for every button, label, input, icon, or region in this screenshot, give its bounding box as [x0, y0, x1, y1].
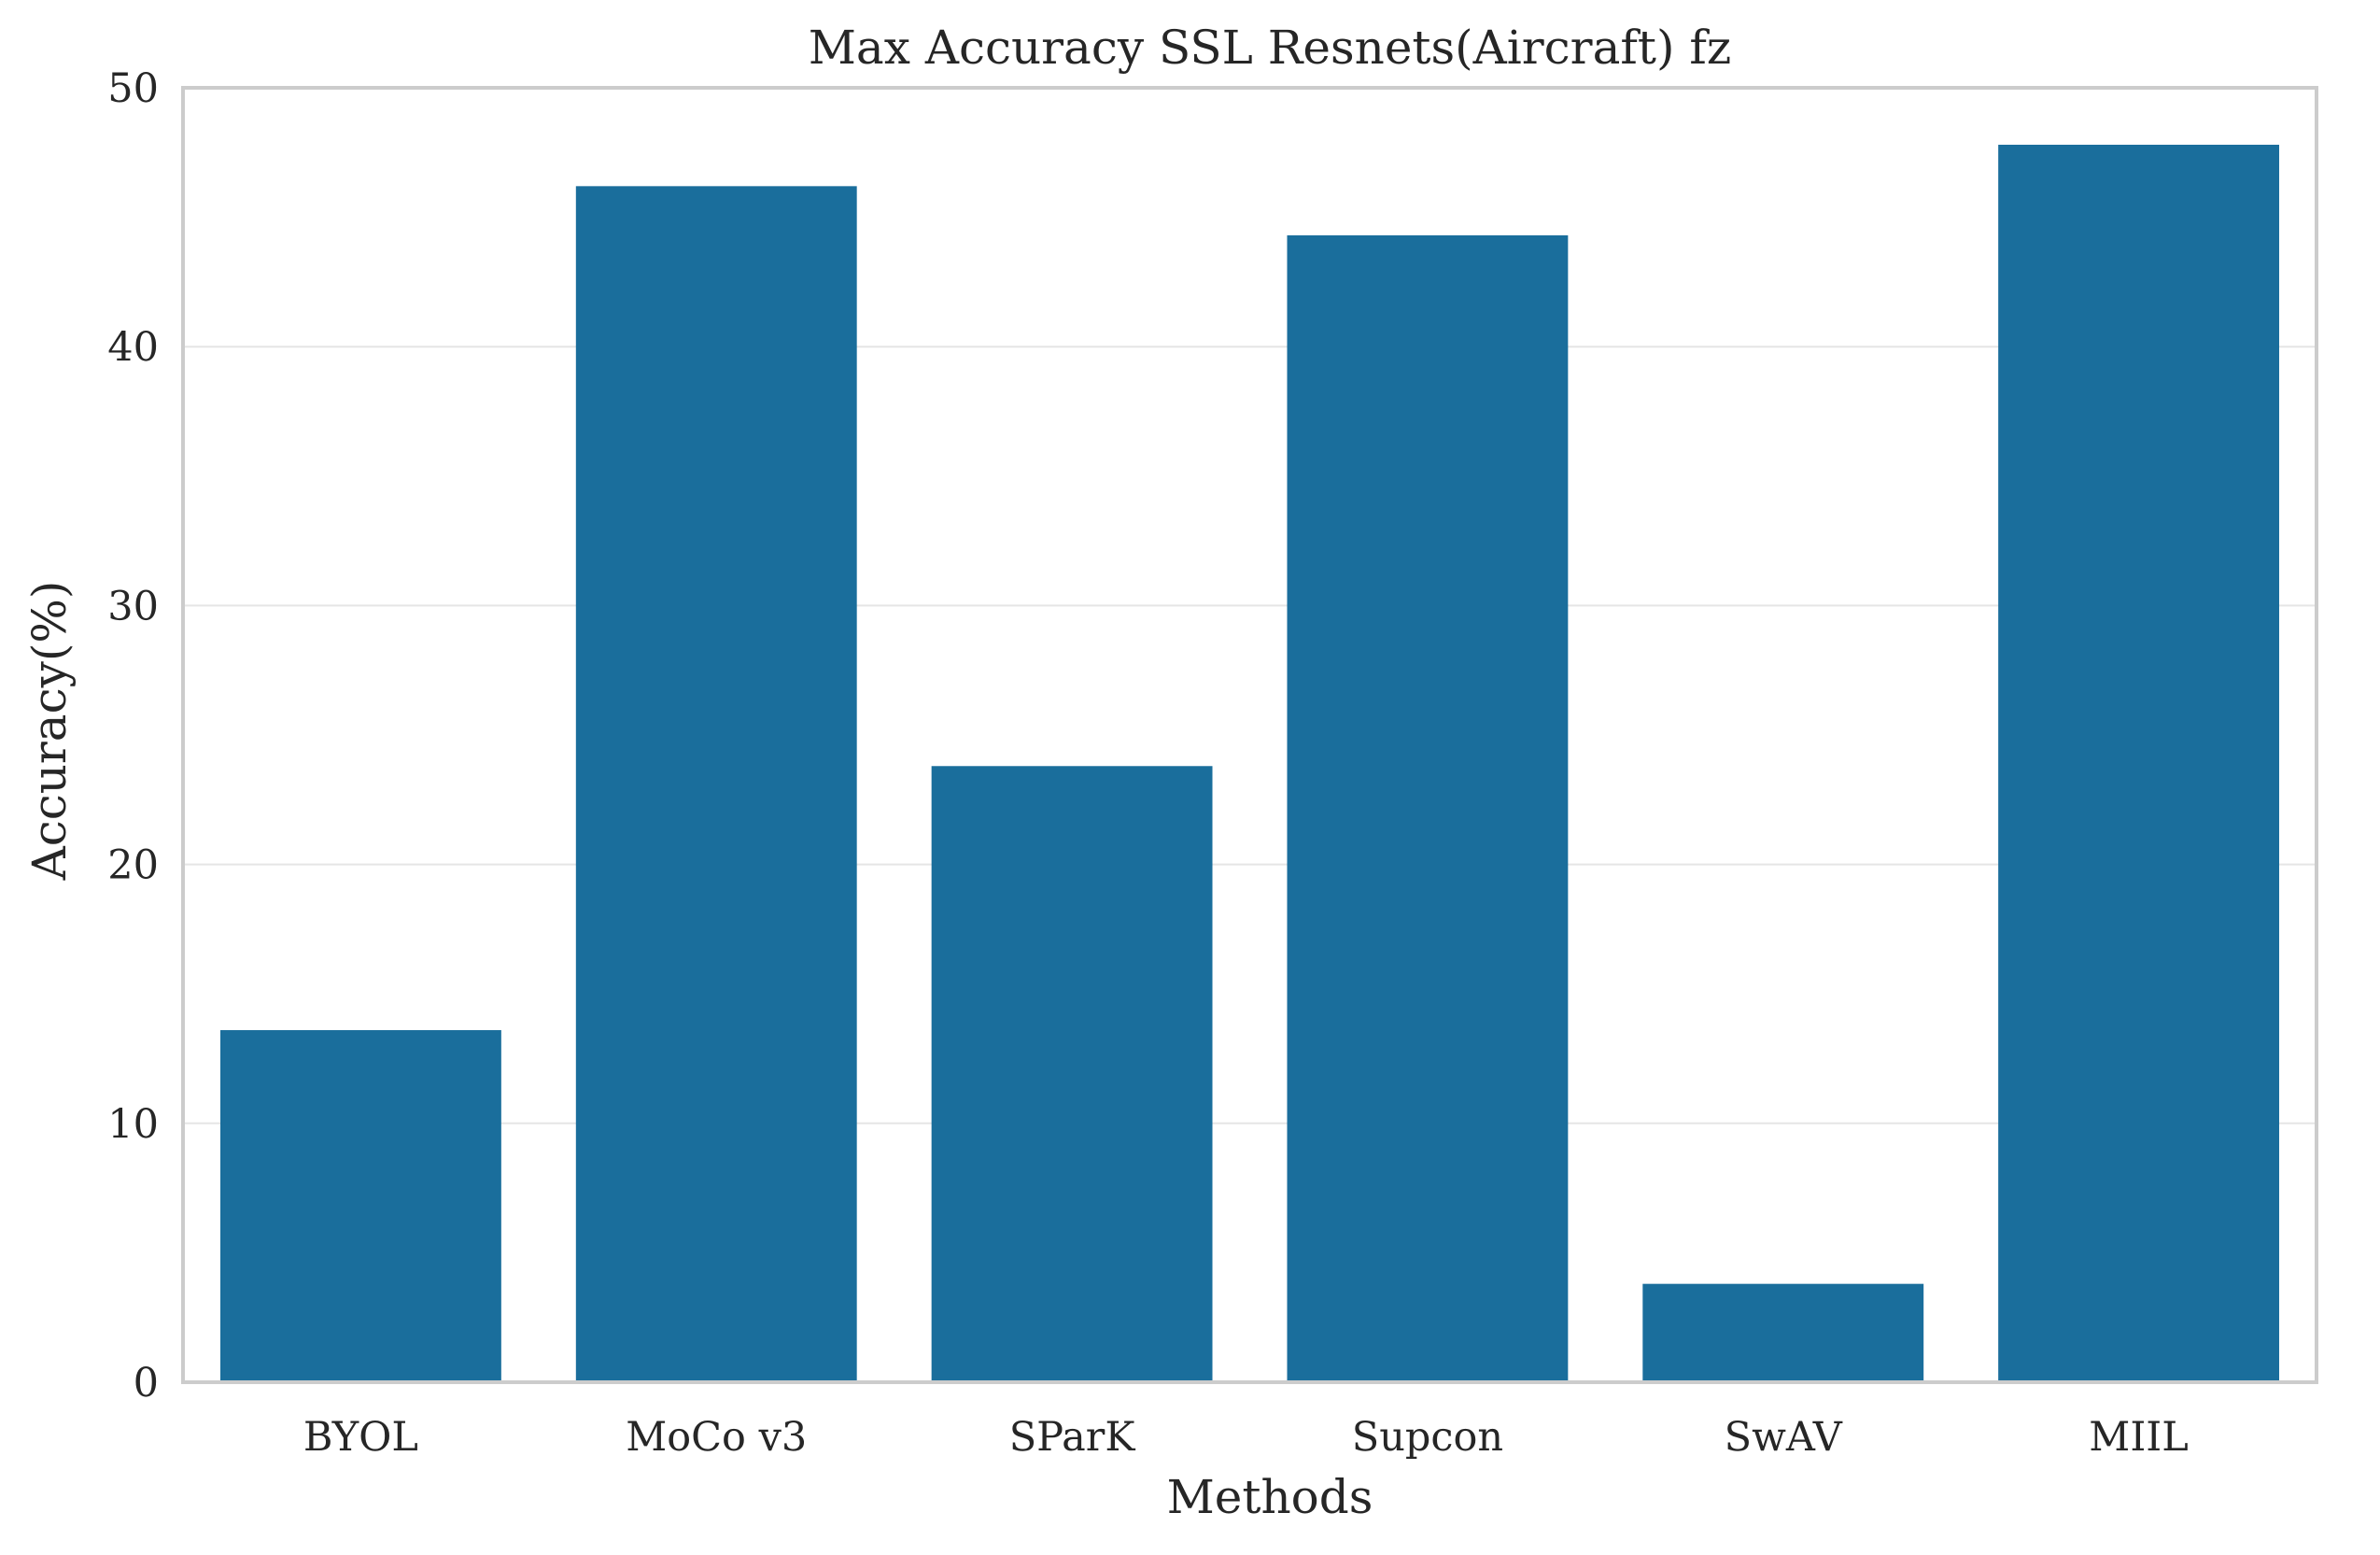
x-tick-labels: BYOL MoCo v3 SParK Supcon SwAV MIIL [303, 1414, 2189, 1461]
x-tick-label: MoCo v3 [626, 1414, 807, 1461]
bars [219, 144, 2280, 1383]
y-tick-label: 30 [107, 583, 159, 629]
y-tick-label: 0 [134, 1360, 159, 1407]
x-tick-label: MIIL [2089, 1414, 2189, 1461]
x-tick-label: BYOL [303, 1414, 418, 1461]
y-tick-label: 10 [107, 1101, 159, 1148]
bar-supcon [1287, 235, 1569, 1382]
bar-miil [1998, 144, 2280, 1382]
bar-moco-v3 [575, 186, 857, 1383]
x-axis-label: Methods [1167, 1470, 1373, 1524]
x-tick-label: SwAV [1725, 1414, 1843, 1461]
gridlines [183, 346, 2317, 1124]
y-axis-label: Accuracy(%) [22, 581, 77, 882]
x-tick-label: SParK [1009, 1414, 1136, 1461]
y-tick-label: 50 [107, 65, 159, 112]
x-tick-label: Supcon [1352, 1414, 1503, 1461]
y-tick-label: 20 [107, 842, 159, 889]
bar-spark [931, 766, 1213, 1382]
chart-title: Max Accuracy SSL Resnets(Aircraft) fz [809, 21, 1732, 75]
y-tick-label: 40 [107, 324, 159, 371]
plot-frame [181, 86, 2318, 1384]
bar-byol [219, 1030, 501, 1382]
y-tick-labels: 0 10 20 30 40 50 [107, 65, 159, 1407]
bar-swav [1642, 1283, 1924, 1382]
